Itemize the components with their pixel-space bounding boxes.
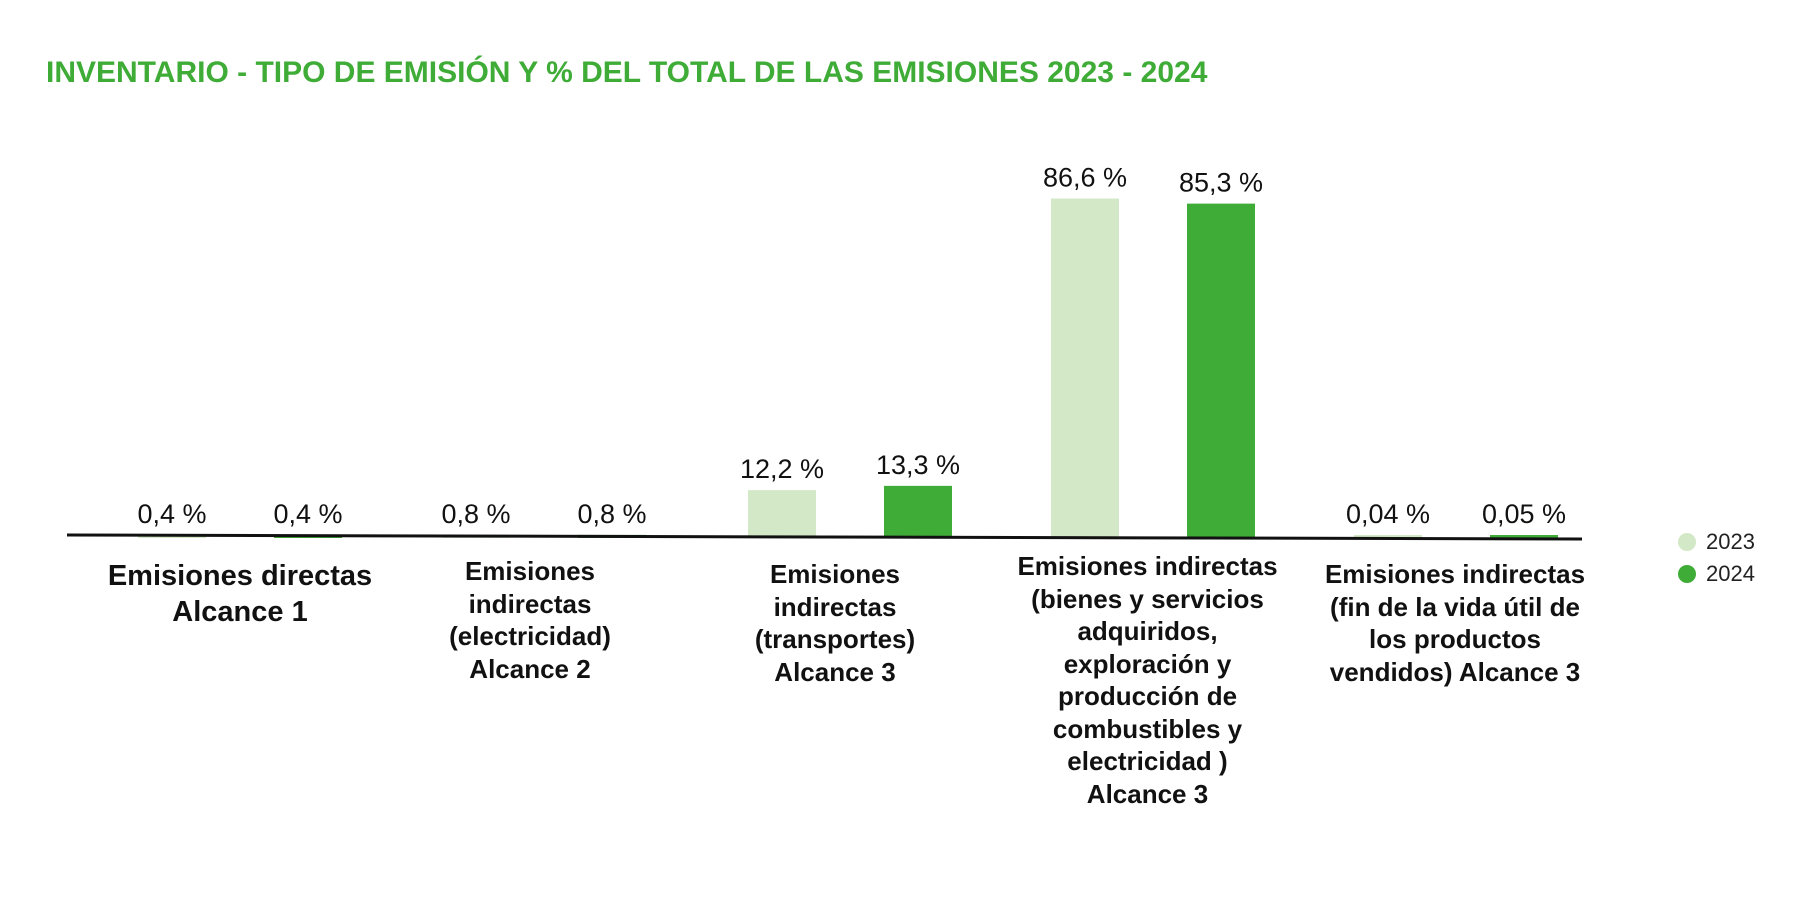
legend-item-2024: 2024 <box>1678 558 1755 590</box>
chart-title: INVENTARIO - TIPO DE EMISIÓN Y % DEL TOT… <box>46 56 1208 89</box>
category-label-3: Emisiones indirectas (bienes y servicios… <box>1017 551 1278 809</box>
bar-2024-4 <box>1490 535 1558 538</box>
legend-label-2024: 2024 <box>1706 561 1755 586</box>
legend-marker-2023 <box>1678 533 1696 551</box>
category-label-0: Emisiones directas Alcance 1 <box>107 560 373 629</box>
data-label-2024-4: 0,05 % <box>1482 499 1566 529</box>
data-label-2023-2: 12,2 % <box>740 454 824 484</box>
category-label-1: Emisiones indirectas (electricidad) Alca… <box>449 556 611 684</box>
data-label-2024-1: 0,8 % <box>577 499 646 529</box>
bar-2023-4 <box>1354 535 1422 538</box>
bar-2023-3 <box>1051 198 1119 538</box>
bar-2023-2 <box>748 490 816 538</box>
data-label-2024-0: 0,4 % <box>273 499 342 529</box>
data-label-2023-4: 0,04 % <box>1346 499 1430 529</box>
data-label-2024-2: 13,3 % <box>876 450 960 480</box>
legend-label-2023: 2023 <box>1706 529 1755 554</box>
legend-item-2023: 2023 <box>1678 526 1755 558</box>
data-label-2023-3: 86,6 % <box>1043 163 1127 193</box>
bar-2024-2 <box>884 485 952 538</box>
category-label-4: Emisiones indirectas (fin de la vida úti… <box>1324 559 1586 687</box>
x-axis-line <box>66 533 1583 541</box>
data-label-2024-3: 85,3 % <box>1179 168 1263 198</box>
category-label-2: Emisiones indirectas (transportes) Alcan… <box>754 559 916 687</box>
data-label-2023-1: 0,8 % <box>441 499 510 529</box>
bar-2024-3 <box>1187 203 1255 538</box>
legend: 2023 2024 <box>1678 526 1755 590</box>
legend-marker-2024 <box>1678 565 1696 583</box>
data-label-2023-0: 0,4 % <box>137 499 206 529</box>
